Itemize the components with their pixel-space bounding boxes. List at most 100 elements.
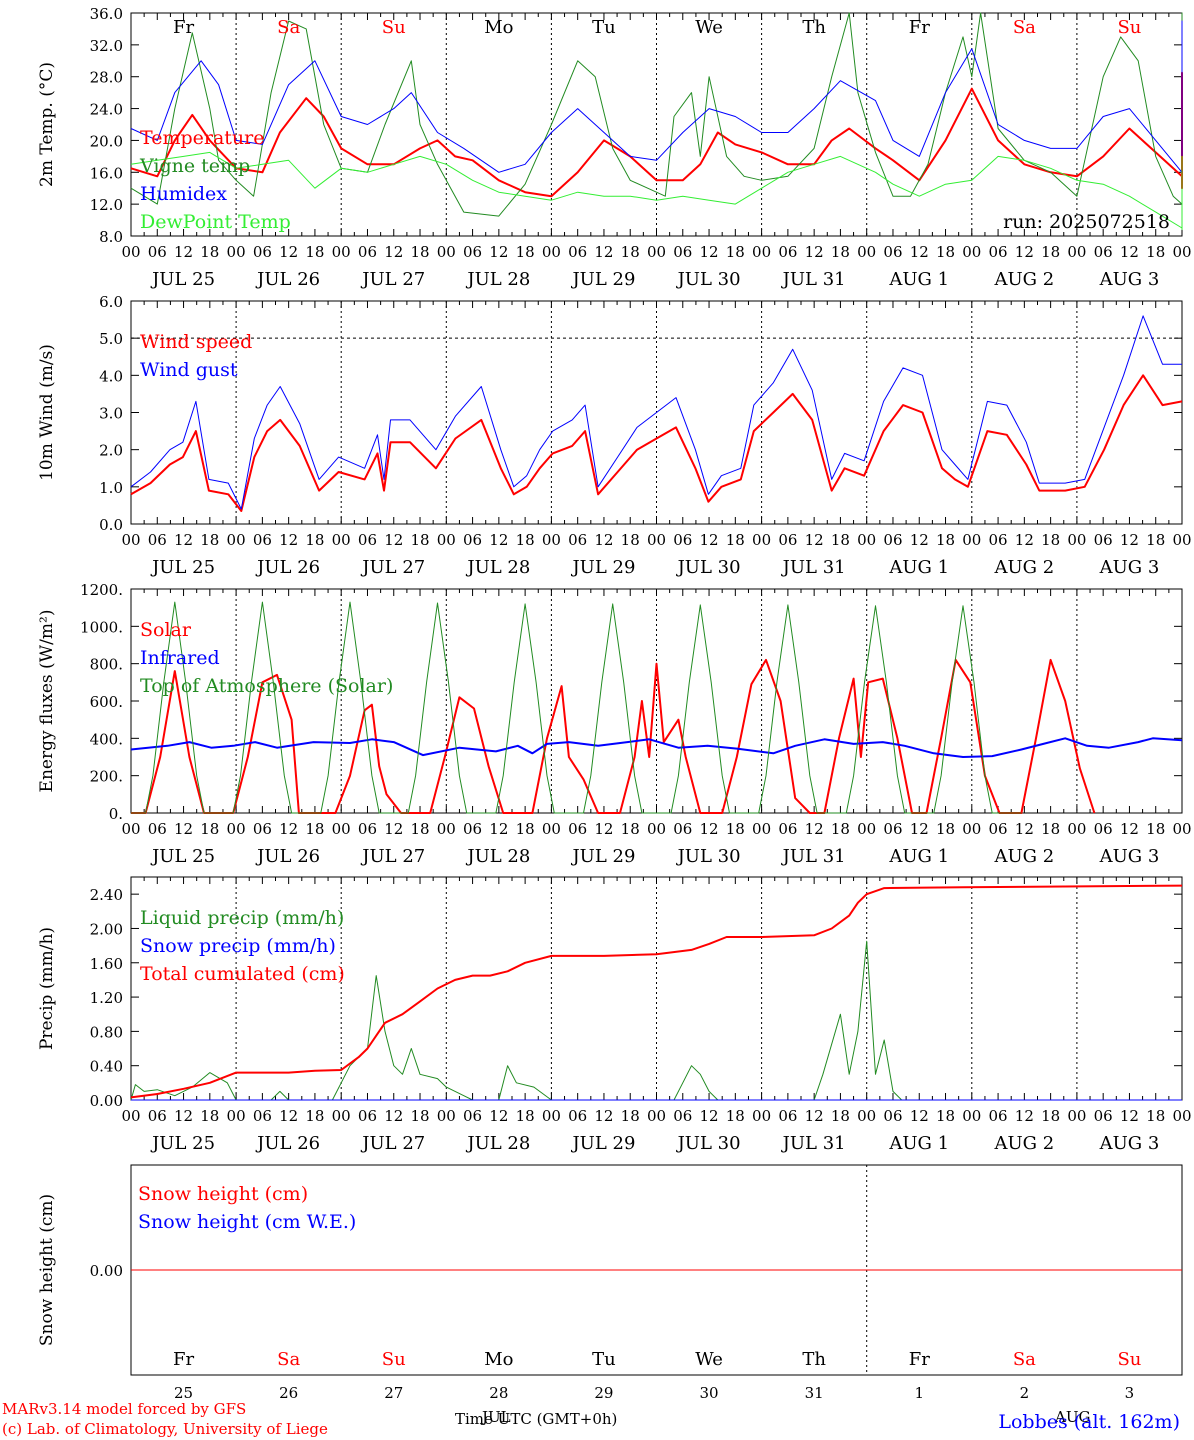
hour-tick-label: 18 (305, 820, 324, 838)
y-tick-label: 0.0 (99, 516, 123, 534)
hour-tick-label: 12 (1120, 531, 1139, 549)
y-axis-label: Snow height (cm) (37, 1194, 57, 1346)
y-tick-label: 8.0 (99, 228, 123, 246)
date-label: JUL 28 (465, 846, 530, 867)
hour-tick-label: 12 (384, 531, 403, 549)
date-label: AUG 3 (1099, 1133, 1160, 1154)
hour-tick-label: 12 (700, 243, 719, 261)
hour-tick-label: 12 (594, 531, 613, 549)
hour-tick-label: 12 (174, 820, 193, 838)
hour-tick-label: 06 (1094, 243, 1113, 261)
series-line-liquid-precip-mm-h- (130, 940, 1182, 1101)
hour-tick-label: 18 (410, 1107, 429, 1125)
date-label: JUL 29 (570, 1133, 635, 1154)
hour-tick-label: 18 (1146, 820, 1165, 838)
hour-tick-label: 00 (332, 1107, 351, 1125)
date-label: JUL 28 (465, 557, 530, 578)
y-tick-label: 200. (90, 768, 123, 786)
hour-tick-label: 00 (1067, 1107, 1086, 1125)
hour-tick-label: 06 (778, 531, 797, 549)
weekday-label-top: Sa (277, 17, 300, 38)
hour-tick-label: 00 (542, 531, 561, 549)
date-label: JUL 27 (360, 269, 425, 290)
hour-tick-label: 00 (647, 243, 666, 261)
hour-tick-label: 18 (200, 531, 219, 549)
hour-tick-label: 06 (568, 1107, 587, 1125)
hour-tick-label: 18 (200, 1107, 219, 1125)
hour-tick-label: 18 (621, 820, 640, 838)
day-number-label: 28 (489, 1384, 508, 1402)
hour-tick-label: 18 (1041, 820, 1060, 838)
date-label: AUG 2 (993, 846, 1054, 867)
hour-tick-label: 18 (200, 243, 219, 261)
hour-tick-label: 00 (647, 1107, 666, 1125)
hour-tick-label: 00 (121, 820, 140, 838)
y-tick-label: 16.0 (90, 164, 123, 182)
hour-tick-label: 06 (568, 531, 587, 549)
y-tick-label: 400. (90, 730, 123, 748)
y-tick-label: 1200. (80, 581, 123, 599)
weekday-label-bottom: Fr (173, 1349, 194, 1370)
hour-tick-label: 12 (174, 1107, 193, 1125)
hour-tick-label: 06 (253, 820, 272, 838)
weekday-label-bottom: Su (1117, 1349, 1141, 1370)
hour-tick-label: 12 (279, 531, 298, 549)
date-label: JUL 28 (465, 269, 530, 290)
lab-credit: (c) Lab. of Climatology, University of L… (2, 1420, 328, 1438)
legend-entry: Infrared (140, 647, 220, 669)
series-line-humidex (130, 20, 1183, 181)
hour-tick-label: 18 (621, 1107, 640, 1125)
hour-tick-label: 12 (384, 1107, 403, 1125)
hour-tick-label: 06 (1094, 531, 1113, 549)
hour-tick-label: 06 (463, 243, 482, 261)
hour-tick-label: 06 (989, 243, 1008, 261)
hour-tick-label: 00 (752, 1107, 771, 1125)
hour-tick-label: 12 (489, 243, 508, 261)
date-label: AUG 1 (888, 1133, 949, 1154)
date-label: JUL 30 (676, 269, 741, 290)
date-label: JUL 30 (676, 846, 741, 867)
hour-tick-label: 12 (700, 820, 719, 838)
hour-tick-label: 06 (989, 1107, 1008, 1125)
hour-tick-label: 06 (989, 820, 1008, 838)
y-tick-label: 1000. (80, 618, 123, 636)
y-tick-label: 0.00 (90, 1092, 123, 1110)
hour-tick-label: 00 (1172, 243, 1191, 261)
y-tick-label: 0.80 (90, 1023, 123, 1041)
hour-tick-label: 00 (752, 243, 771, 261)
weekday-label-bottom: Su (382, 1349, 406, 1370)
hour-tick-label: 12 (910, 820, 929, 838)
hour-tick-label: 06 (253, 1107, 272, 1125)
hour-tick-label: 00 (962, 820, 981, 838)
hour-tick-label: 18 (200, 820, 219, 838)
legend-entry: DewPoint Temp (140, 211, 291, 233)
y-tick-label: 1.60 (90, 955, 123, 973)
hour-tick-label: 12 (805, 243, 824, 261)
hour-tick-label: 06 (673, 820, 692, 838)
hour-tick-label: 00 (227, 243, 246, 261)
hour-tick-label: 12 (384, 243, 403, 261)
date-label: JUL 29 (570, 846, 635, 867)
hour-tick-label: 00 (437, 1107, 456, 1125)
hour-tick-label: 06 (148, 243, 167, 261)
x-axis-month-aug: AUG (1054, 1408, 1090, 1426)
hour-tick-label: 12 (805, 820, 824, 838)
weekday-label-bottom: Fr (909, 1349, 930, 1370)
hour-tick-label: 00 (437, 820, 456, 838)
legend-entry: Snow height (cm) (138, 1183, 308, 1205)
y-tick-label: 0.40 (90, 1058, 123, 1076)
y-axis-label: Precip (mm/h) (37, 927, 57, 1050)
hour-tick-label: 00 (962, 531, 981, 549)
hour-tick-label: 06 (253, 531, 272, 549)
hour-tick-label: 06 (463, 1107, 482, 1125)
hour-tick-label: 00 (121, 531, 140, 549)
legend-entry: Temperature (140, 127, 264, 149)
hour-tick-label: 18 (1041, 1107, 1060, 1125)
hour-tick-label: 12 (489, 1107, 508, 1125)
hour-tick-label: 12 (1015, 243, 1034, 261)
hour-tick-label: 12 (805, 531, 824, 549)
hour-tick-label: 06 (568, 243, 587, 261)
weekday-label-bottom: Sa (1013, 1349, 1036, 1370)
y-axis-label: 2m Temp. (°C) (37, 62, 57, 187)
date-label: JUL 25 (150, 269, 215, 290)
